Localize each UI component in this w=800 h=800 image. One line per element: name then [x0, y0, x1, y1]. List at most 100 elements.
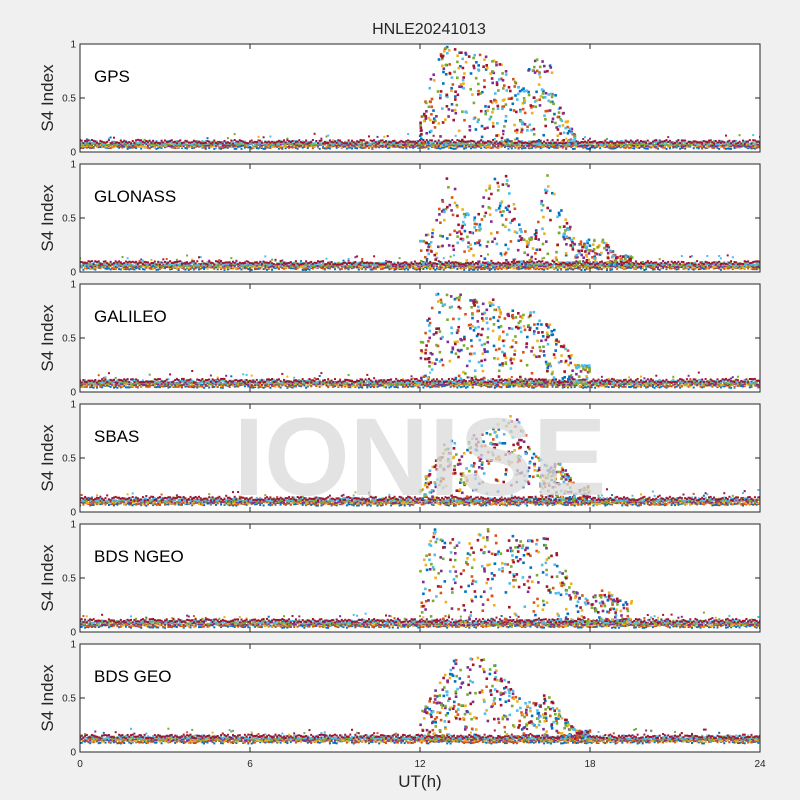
data-point: [453, 261, 455, 264]
data-point: [490, 77, 494, 80]
data-point: [427, 147, 430, 150]
data-point: [599, 143, 602, 146]
data-point: [420, 129, 423, 132]
data-point: [525, 89, 529, 93]
data-point: [436, 90, 440, 93]
data-point: [189, 143, 192, 146]
data-point: [463, 147, 466, 150]
data-point: [743, 266, 746, 268]
data-point: [96, 145, 98, 148]
data-point: [448, 71, 452, 75]
data-point: [347, 268, 350, 271]
data-point: [128, 265, 131, 268]
data-point: [238, 263, 241, 266]
data-point: [478, 53, 482, 57]
data-point: [616, 266, 619, 269]
data-point: [145, 265, 148, 268]
data-point: [587, 267, 590, 270]
data-point: [315, 143, 318, 146]
data-point: [318, 147, 321, 150]
data-point: [342, 142, 345, 145]
data-point: [607, 146, 610, 149]
data-point: [568, 127, 572, 130]
panel-label: GPS: [94, 67, 130, 86]
data-point: [651, 267, 654, 269]
data-point: [587, 142, 590, 145]
data-point: [169, 143, 172, 146]
data-point: [449, 147, 452, 149]
data-point: [448, 63, 451, 66]
data-point: [725, 134, 727, 137]
data-point: [153, 144, 156, 146]
data-point: [464, 51, 467, 55]
data-point: [555, 126, 558, 129]
data-point: [704, 265, 707, 268]
data-point: [430, 144, 433, 147]
data-point: [87, 141, 90, 144]
data-point: [692, 268, 695, 271]
data-point: [745, 146, 748, 149]
data-point: [412, 146, 415, 149]
data-point: [226, 146, 229, 149]
data-point: [130, 146, 132, 149]
data-point: [483, 268, 486, 270]
data-point: [556, 115, 560, 119]
data-point: [175, 146, 178, 149]
data-point: [444, 143, 447, 146]
data-point: [538, 65, 542, 69]
data-point: [497, 144, 500, 147]
data-point: [582, 265, 585, 268]
data-point: [288, 145, 291, 148]
data-point: [468, 269, 471, 271]
data-point: [750, 266, 753, 269]
data-point: [463, 268, 466, 271]
data-point: [730, 144, 733, 147]
data-point: [660, 140, 663, 143]
data-point: [174, 146, 177, 149]
data-point: [216, 144, 219, 146]
data-point: [162, 267, 165, 269]
data-point: [395, 266, 398, 269]
data-point: [692, 141, 695, 144]
data-point: [379, 265, 382, 268]
data-point: [631, 265, 634, 268]
data-point: [704, 140, 707, 143]
data-point: [621, 145, 624, 148]
data-point: [356, 266, 359, 269]
data-point: [524, 143, 527, 146]
data-point: [505, 266, 508, 269]
data-point: [335, 146, 338, 149]
data-point: [634, 140, 637, 143]
data-point: [478, 145, 481, 148]
data-point: [366, 266, 369, 269]
data-point: [691, 141, 693, 144]
data-point: [743, 144, 746, 147]
data-point: [662, 140, 665, 143]
data-point: [524, 146, 527, 149]
data-point: [689, 144, 692, 146]
data-point: [439, 144, 442, 147]
data-point: [616, 267, 619, 270]
data-point: [524, 267, 527, 270]
data-point: [437, 122, 441, 125]
data-point: [362, 264, 365, 267]
data-point: [495, 140, 498, 143]
data-point: [102, 143, 105, 146]
data-point: [640, 143, 642, 146]
data-point: [522, 264, 525, 267]
data-point: [383, 266, 386, 269]
data-point: [361, 146, 364, 149]
data-point: [634, 267, 637, 269]
data-point: [468, 143, 471, 146]
data-point: [522, 146, 525, 149]
data-point: [447, 266, 450, 269]
data-point: [232, 145, 234, 148]
data-point: [563, 265, 566, 268]
data-point: [573, 147, 576, 150]
data-point: [521, 102, 525, 105]
data-point: [573, 137, 577, 140]
data-point: [298, 141, 301, 144]
data-point: [474, 76, 478, 80]
data-point: [165, 142, 168, 145]
data-point: [113, 143, 115, 146]
